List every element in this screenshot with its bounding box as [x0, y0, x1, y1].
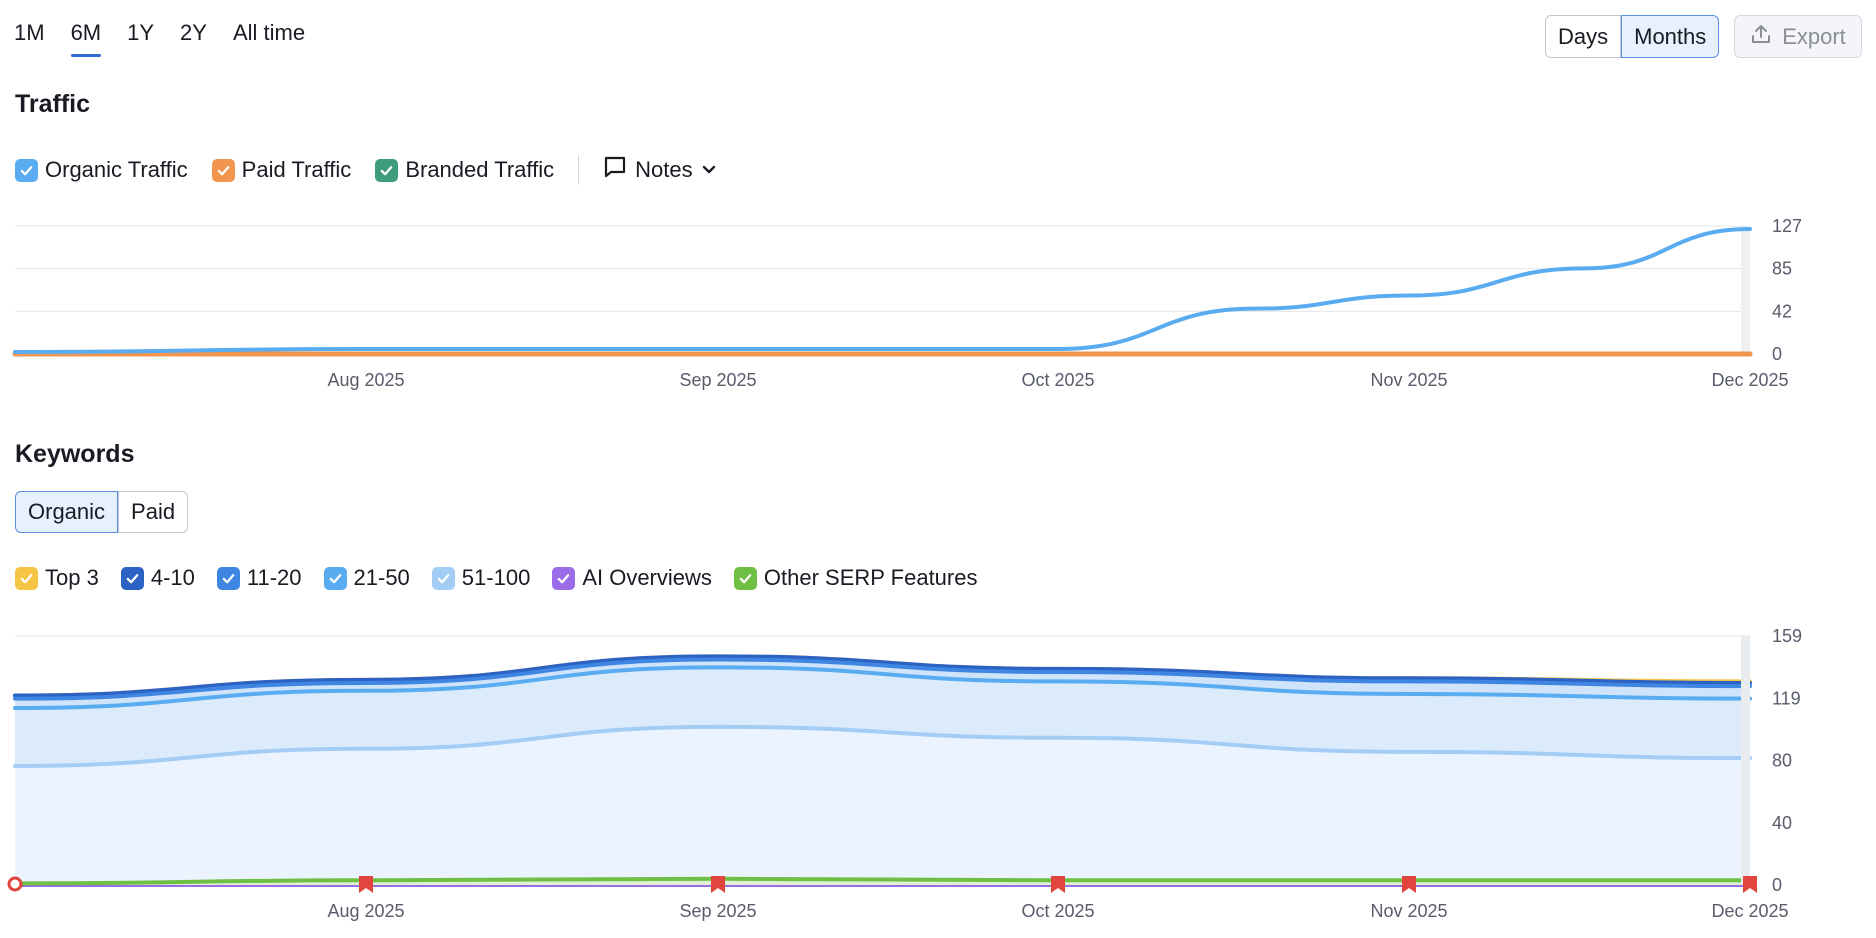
traffic-chart: 127 85 42 0 Aug 2025 Sep 2025 Oct 2025 Nov 2025…: [12, 216, 1802, 390]
legend-21-50[interactable]: 21-50: [323, 565, 410, 591]
series-area-top-3: [15, 656, 1750, 885]
legend-paid-traffic[interactable]: Paid Traffic: [211, 157, 352, 183]
x-tick-label: Sep 2025: [679, 370, 756, 390]
series-area-other-serp-features: [15, 878, 1750, 885]
keywords-legend: Top 3 4-10 11-20 21-50 51-100 AI Overviews Oth…: [15, 565, 999, 591]
legend-top-3[interactable]: Top 3: [15, 565, 99, 591]
series-line-11-20: [13, 657, 1752, 701]
notes-dropdown[interactable]: Notes: [603, 155, 716, 185]
legend-51-100[interactable]: 51-100: [431, 565, 531, 591]
series-line-top-3: [13, 654, 1752, 698]
x-tick-label: Dec 2025: [1711, 901, 1788, 921]
database-update-flag-icon[interactable]: [359, 876, 373, 893]
notes-label: Notes: [635, 157, 693, 182]
database-update-flag-icon[interactable]: [1051, 876, 1065, 893]
legend-label: Paid Traffic: [241, 157, 352, 182]
legend-label: Branded Traffic: [405, 157, 555, 182]
legend-label: 51-100: [461, 565, 531, 590]
checkbox-icon: [15, 566, 38, 590]
database-update-flag-icon[interactable]: [711, 876, 725, 893]
legend-organic-traffic[interactable]: Organic Traffic: [15, 157, 188, 183]
series-line-other-serp-features: [13, 876, 1752, 886]
legend-label: Top 3: [45, 565, 99, 590]
legend-label: AI Overviews: [582, 565, 712, 590]
database-update-flag-icon[interactable]: [1743, 876, 1757, 893]
series-line-21-50: [13, 665, 1752, 711]
y-tick-label: 40: [1772, 813, 1792, 833]
chevron-down-icon: [701, 157, 717, 183]
traffic-title: Traffic: [15, 90, 91, 118]
legend-label: 21-50: [353, 565, 410, 590]
upload-icon: [1750, 23, 1772, 51]
period-tab-1m[interactable]: 1M: [14, 20, 45, 45]
y-tick-label: 42: [1772, 301, 1792, 321]
checkbox-icon: [211, 158, 235, 182]
series-area-11-20: [15, 659, 1750, 885]
legend-label: 4-10: [150, 565, 195, 590]
keywords-type-toggle: Organic Paid: [15, 491, 189, 533]
period-tabs: 1M 6M 1Y 2Y All time: [14, 20, 306, 57]
period-tab-1y[interactable]: 1Y: [127, 20, 155, 45]
series-area-4-10: [15, 656, 1750, 885]
keywords-title: Keywords: [15, 440, 135, 468]
legend-4-10[interactable]: 4-10: [120, 565, 195, 591]
legend-ai-overviews[interactable]: AI Overviews: [552, 565, 712, 591]
y-tick-label: 85: [1772, 259, 1792, 279]
period-tab-6m[interactable]: 6M: [70, 20, 101, 57]
legend-other-serp-features[interactable]: Other SERP Features: [733, 565, 978, 591]
x-tick-label: Nov 2025: [1370, 370, 1447, 390]
x-tick-label: Aug 2025: [327, 901, 404, 921]
range-start-icon: [7, 876, 23, 892]
checkbox-icon: [15, 158, 38, 182]
export-label: Export: [1782, 23, 1846, 49]
series-area-51-100: [15, 726, 1750, 885]
x-tick-label: Dec 2025: [1711, 370, 1788, 390]
y-tick-label: 127: [1772, 216, 1802, 236]
series-line-4-10: [13, 654, 1752, 698]
period-tab-2y[interactable]: 2Y: [180, 20, 207, 45]
series-area-21-50: [15, 667, 1750, 885]
legend-label: Other SERP Features: [763, 565, 978, 590]
granularity-toggle: Days Months: [1545, 15, 1720, 58]
legend-label: 11-20: [246, 565, 302, 590]
checkbox-icon: [375, 158, 399, 182]
days-button[interactable]: Days: [1545, 15, 1622, 58]
comment-icon: [603, 155, 627, 185]
checkbox-icon: [120, 566, 144, 590]
database-update-flag-icon[interactable]: [1402, 876, 1416, 893]
traffic-legend: Organic Traffic Paid Traffic Branded Tra…: [15, 155, 717, 185]
x-tick-label: Sep 2025: [679, 901, 756, 921]
y-tick-label: 119: [1772, 688, 1801, 708]
x-tick-label: Nov 2025: [1370, 901, 1447, 921]
organic-tab[interactable]: Organic: [15, 491, 119, 533]
x-tick-label: Aug 2025: [327, 370, 404, 390]
period-tab-all-time[interactable]: All time: [232, 20, 306, 45]
checkbox-icon: [216, 566, 240, 590]
legend-label: Organic Traffic: [45, 157, 188, 182]
checkbox-icon: [431, 566, 455, 590]
legend-11-20[interactable]: 11-20: [216, 565, 302, 591]
export-button[interactable]: Export: [1734, 15, 1862, 58]
x-tick-label: Oct 2025: [1021, 901, 1094, 921]
y-tick-label: 0: [1772, 875, 1782, 895]
x-tick-label: Oct 2025: [1021, 370, 1094, 390]
checkbox-icon: [323, 566, 347, 590]
legend-branded-traffic[interactable]: Branded Traffic: [375, 157, 554, 183]
series-line-51-100: [13, 724, 1752, 768]
legend-divider: [578, 155, 580, 185]
series-line-organic-traffic: [13, 227, 1752, 354]
y-tick-label: 159: [1772, 626, 1802, 646]
y-tick-label: 80: [1772, 751, 1792, 771]
checkbox-icon: [552, 566, 576, 590]
months-button[interactable]: Months: [1621, 15, 1720, 58]
checkbox-icon: [733, 566, 757, 590]
y-tick-label: 0: [1772, 344, 1782, 364]
chart-scroll-edge: [1741, 636, 1750, 885]
paid-tab[interactable]: Paid: [118, 491, 189, 533]
chart-scroll-edge: [1741, 226, 1750, 354]
